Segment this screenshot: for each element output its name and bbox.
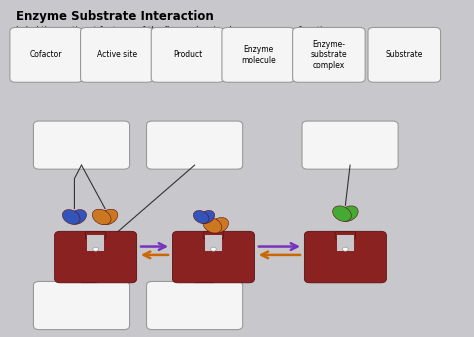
Ellipse shape: [203, 218, 222, 233]
FancyBboxPatch shape: [205, 235, 222, 250]
Text: Substrate: Substrate: [385, 50, 423, 59]
Text: Product: Product: [173, 50, 202, 59]
Ellipse shape: [199, 211, 215, 223]
FancyBboxPatch shape: [368, 27, 440, 82]
Ellipse shape: [210, 218, 228, 233]
FancyBboxPatch shape: [292, 27, 365, 82]
Circle shape: [343, 247, 348, 251]
Ellipse shape: [193, 211, 209, 223]
Circle shape: [93, 247, 99, 251]
FancyBboxPatch shape: [85, 232, 106, 239]
FancyBboxPatch shape: [34, 121, 129, 169]
FancyBboxPatch shape: [337, 235, 354, 250]
FancyBboxPatch shape: [146, 281, 243, 330]
FancyBboxPatch shape: [146, 121, 243, 169]
FancyBboxPatch shape: [304, 231, 386, 283]
Ellipse shape: [339, 206, 358, 221]
Ellipse shape: [69, 210, 86, 224]
Ellipse shape: [99, 209, 118, 225]
FancyBboxPatch shape: [10, 27, 82, 82]
FancyBboxPatch shape: [34, 281, 129, 330]
Text: Active site: Active site: [97, 50, 137, 59]
FancyBboxPatch shape: [81, 27, 153, 82]
Text: Enzyme Substrate Interaction: Enzyme Substrate Interaction: [16, 10, 213, 23]
Ellipse shape: [63, 210, 80, 224]
Text: Enzyme-
substrate
complex: Enzyme- substrate complex: [310, 40, 347, 70]
FancyBboxPatch shape: [203, 232, 224, 239]
Text: Cofactor: Cofactor: [30, 50, 63, 59]
Ellipse shape: [333, 206, 351, 221]
FancyBboxPatch shape: [55, 231, 137, 283]
Ellipse shape: [92, 209, 111, 225]
Circle shape: [210, 247, 216, 251]
FancyBboxPatch shape: [151, 27, 224, 82]
Text: Enzyme
molecule: Enzyme molecule: [241, 45, 275, 65]
FancyBboxPatch shape: [335, 232, 356, 239]
FancyBboxPatch shape: [302, 121, 398, 169]
Text: Label the pertinent features of the figure showing how an enzyme functions.: Label the pertinent features of the figu…: [16, 27, 339, 35]
FancyBboxPatch shape: [87, 235, 104, 250]
FancyBboxPatch shape: [222, 27, 294, 82]
FancyBboxPatch shape: [173, 231, 255, 283]
